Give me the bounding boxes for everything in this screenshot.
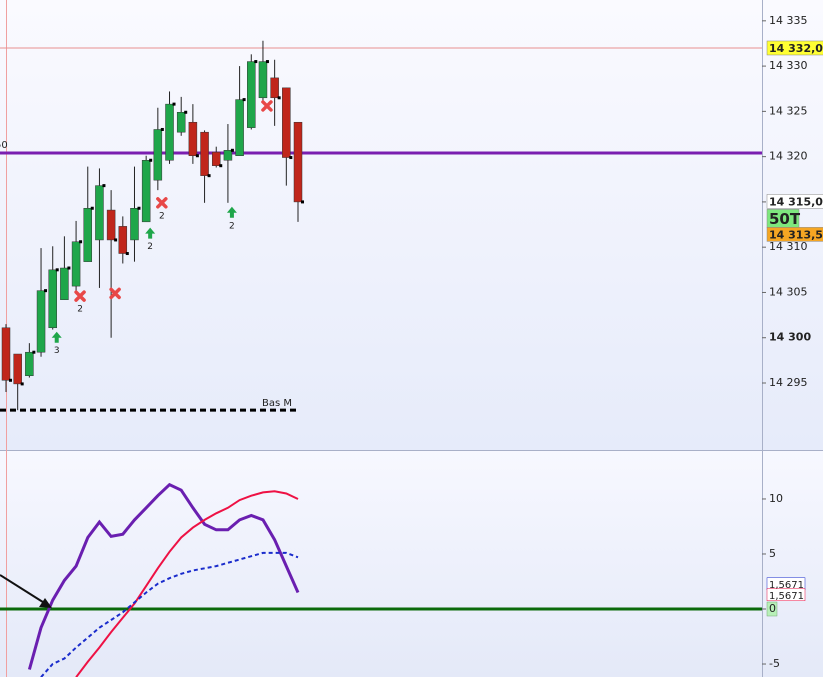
h-line-label: Bas M — [262, 398, 292, 409]
candle-close-dot — [265, 60, 269, 64]
candle-body — [48, 269, 57, 329]
candle-close-dot — [230, 148, 234, 152]
indicator-line — [27, 482, 300, 670]
y-tick-label: 14 295 — [769, 376, 808, 389]
indicator-pane — [0, 450, 823, 677]
candle-close-dot — [219, 164, 223, 168]
candle-close-dot — [90, 206, 94, 210]
candle-close-dot — [67, 266, 71, 270]
candle-close-dot — [79, 240, 83, 244]
signal-label: 2 — [77, 305, 83, 315]
signal-cross — [156, 197, 168, 209]
candle-close-dot — [55, 268, 59, 272]
price-label-box — [766, 227, 823, 242]
candle-close-dot — [301, 200, 304, 204]
candle-close-dot — [9, 378, 12, 382]
candle-body — [223, 150, 233, 161]
y-tick-label: 10 — [769, 492, 783, 505]
indicator-line — [75, 490, 299, 677]
y-tick-label: 14 300 — [769, 331, 811, 344]
candle-close-dot — [125, 252, 129, 256]
arrow-line — [0, 574, 47, 605]
candle-body — [36, 290, 46, 353]
price-label: 14 315,06 — [769, 195, 823, 208]
candle-close-dot — [277, 96, 281, 100]
candle-body — [235, 99, 244, 156]
y-tick-label: 14 330 — [769, 59, 808, 72]
candle-body — [141, 160, 151, 223]
y-tick-label: 14 310 — [769, 240, 808, 253]
signal-cross — [74, 290, 86, 302]
price-label: 50T — [769, 210, 801, 228]
value-label: 1,5671 — [769, 591, 804, 602]
candle-body — [153, 129, 163, 181]
signal-arrow — [51, 331, 62, 343]
candle-body — [282, 87, 291, 158]
value-label-box — [766, 588, 806, 602]
candle-close-dot — [102, 184, 106, 188]
candle-body — [95, 185, 104, 241]
candle-body — [211, 151, 221, 166]
y-tick-label: 0 — [769, 602, 776, 615]
zero-box — [766, 601, 778, 617]
signal-arrow — [145, 227, 156, 239]
price-label: 14 332,00 — [769, 42, 823, 55]
price-label-box — [766, 194, 823, 209]
candle-close-dot — [195, 154, 199, 158]
candle-close-dot — [20, 382, 24, 386]
candle-body — [176, 112, 186, 133]
candle-body — [106, 209, 116, 241]
candle-close-dot — [207, 174, 211, 178]
candle-close-dot — [184, 110, 188, 114]
price-label: 14 313,50 — [769, 228, 823, 241]
candle-close-dot — [114, 238, 118, 242]
price-label-box — [766, 40, 823, 56]
y-tick-label: 14 305 — [769, 285, 808, 298]
candle-close-dot — [242, 98, 246, 102]
arrow-head — [39, 598, 52, 608]
candle-close-dot — [172, 102, 176, 106]
candle-body — [83, 207, 93, 262]
candle-body — [130, 207, 139, 241]
candle-body — [247, 61, 256, 128]
candle-body — [165, 103, 174, 161]
candle-body — [71, 241, 81, 287]
y-tick-label: 14 320 — [769, 150, 808, 163]
candle-body — [200, 131, 209, 176]
price-pane — [0, 0, 823, 450]
value-label: 1,5671 — [769, 580, 804, 591]
candle-body — [13, 353, 22, 385]
y-tick-label: 5 — [769, 547, 776, 560]
signal-label: 2 — [229, 221, 235, 231]
candle-close-dot — [289, 156, 293, 160]
candle-body — [1, 327, 11, 381]
signal-label: 2 — [147, 242, 153, 252]
y-tick-label: 14 325 — [769, 104, 808, 117]
candle-body — [118, 226, 128, 254]
indicator-line — [40, 551, 299, 677]
signal-cross — [261, 100, 273, 112]
candle-body — [60, 267, 69, 300]
y-tick-label: 14 335 — [769, 14, 808, 27]
y-tick-label: -5 — [769, 657, 780, 670]
candle-close-dot — [44, 289, 48, 293]
candle-body — [188, 121, 198, 156]
candle-close-dot — [254, 60, 258, 64]
candle-body — [270, 77, 279, 99]
candle-close-dot — [149, 158, 153, 162]
signal-label: 2 — [159, 211, 165, 221]
signal-cross — [109, 287, 121, 300]
candle-body — [293, 121, 303, 203]
signal-label: 3 — [54, 346, 60, 356]
candle-body — [25, 351, 34, 377]
candle-close-dot — [32, 350, 36, 354]
candle-body — [258, 61, 268, 99]
candle-close-dot — [160, 127, 164, 131]
candle-close-dot — [137, 206, 141, 210]
signal-arrow — [226, 206, 237, 218]
h-line-label: 50 — [0, 140, 8, 151]
